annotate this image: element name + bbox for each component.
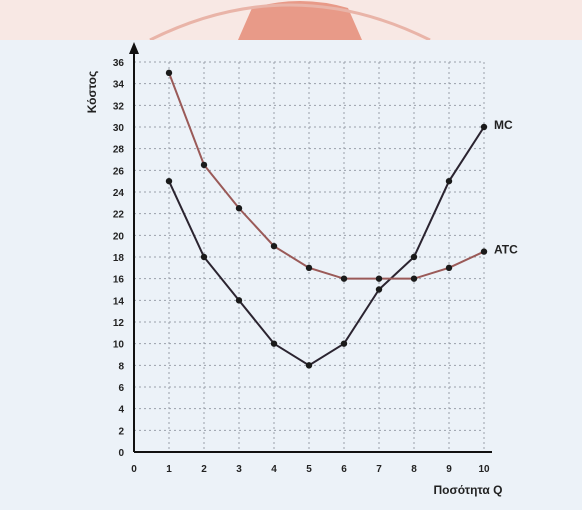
axes [129,42,492,453]
data-point-atc [375,275,383,282]
y-tick-label: 8 [118,361,124,372]
x-tick-label: 10 [478,464,490,475]
data-point-mc [200,253,208,261]
data-point-atc [410,275,418,282]
series-labels: MC ATC [494,118,518,257]
data-point-mc [410,253,418,261]
y-tick-label: 34 [113,80,125,91]
y-tick-label: 10 [113,340,125,351]
y-tick-label: 0 [118,448,124,459]
x-tick-label: 7 [376,464,382,475]
emblem-shape [238,1,362,40]
decorative-banner [0,0,582,40]
x-tick-labels: 0 1 2 3 4 5 6 7 8 9 10 [131,464,490,475]
y-tick-label: 30 [113,123,125,134]
data-point-mc [165,177,173,185]
series-line-mc [168,126,485,367]
data-point-atc [270,242,278,250]
y-tick-label: 6 [118,383,124,394]
data-point-atc [200,161,208,169]
series-points [165,69,488,369]
data-point-mc [480,123,488,131]
x-tick-label: 6 [341,464,347,475]
series-line-atc [168,72,485,280]
y-tick-label: 28 [113,145,125,156]
series-label-atc: ATC [494,243,518,257]
y-tick-label: 36 [113,58,125,69]
y-tick-label: 24 [113,188,125,199]
y-tick-label: 20 [113,231,125,242]
x-tick-label: 0 [131,464,137,475]
data-point-mc [375,286,383,293]
series-lines [168,72,485,367]
data-point-atc [165,69,173,77]
x-tick-label: 1 [166,464,172,475]
y-axis-label: Κόστος [85,71,99,114]
y-tick-label: 18 [113,253,125,264]
data-point-atc [340,275,348,282]
data-point-mc [235,297,243,304]
data-point-atc [305,264,313,272]
data-point-atc [480,248,488,255]
data-point-mc [270,340,278,347]
y-tick-label: 26 [113,166,125,177]
data-point-atc [445,264,453,272]
y-tick-label: 22 [113,210,125,221]
banner-emblem [149,1,431,40]
y-tick-label: 32 [113,101,125,112]
y-tick-label: 12 [113,318,125,329]
x-tick-label: 5 [306,464,312,475]
y-tick-label: 2 [118,426,124,437]
x-tick-label: 3 [236,464,242,475]
x-tick-label: 8 [411,464,417,475]
data-point-mc [305,362,313,369]
data-point-mc [340,340,348,347]
grid-lines [134,61,485,452]
x-tick-label: 9 [446,464,452,475]
x-tick-label: 2 [201,464,207,475]
series-label-mc: MC [494,118,513,132]
y-tick-label: 14 [113,296,125,307]
x-axis-label: Ποσότητα Q [434,483,503,497]
y-axis-arrow [129,42,139,54]
data-point-mc [445,177,453,185]
y-tick-label: 4 [118,405,124,416]
emblem-ring [149,3,431,40]
y-tick-label: 16 [113,275,125,286]
data-point-atc [235,205,243,212]
x-tick-label: 4 [271,464,277,475]
